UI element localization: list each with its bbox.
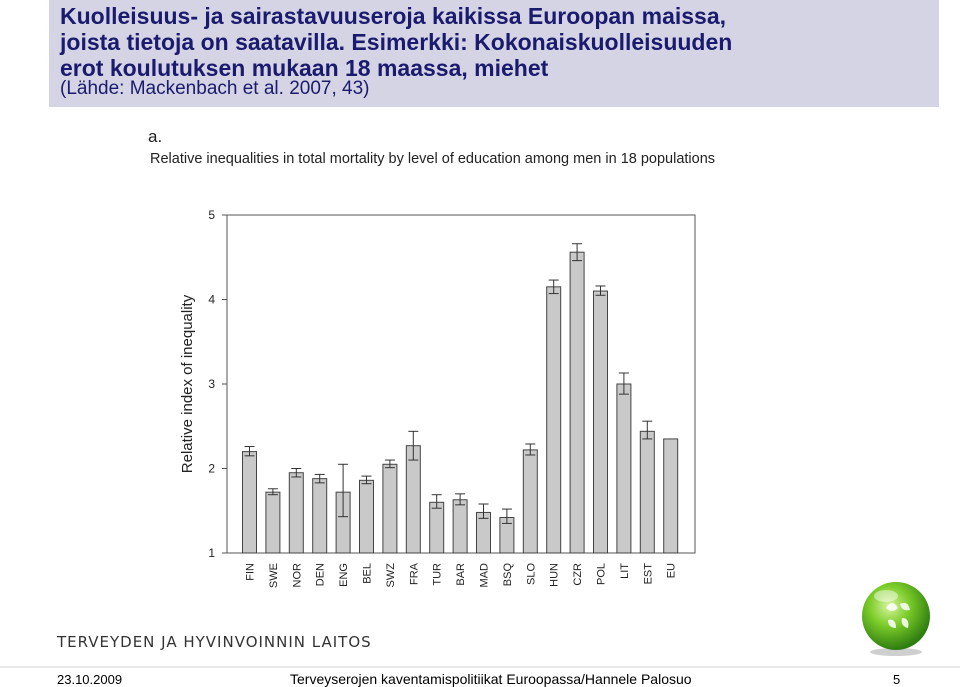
x-tick-label: CZR [572,563,584,586]
slide-title-line-2: joista tietoja on saatavilla. Esimerkki:… [60,29,733,55]
x-tick-label: BEL [362,563,374,584]
chart-title: Relative inequalities in total mortality… [150,151,715,167]
footer-text: Terveyserojen kaventamispolitiikat Euroo… [290,671,692,687]
bar-bel [359,479,374,554]
page-number: 5 [893,672,901,687]
bar-den [312,478,328,554]
y-tick-label: 1 [208,546,215,560]
y-tick-label: 2 [208,462,215,476]
bar-tur [429,501,445,554]
bar-bar [452,499,468,554]
x-tick-label: BAR [455,563,467,586]
y-tick-label: 4 [208,293,215,307]
x-tick-label: LIT [619,563,631,579]
organization-name: TERVEYDEN JA HYVINVOINNIN LAITOS [57,633,372,651]
bar-swe [265,491,281,554]
bar-fin [242,451,257,554]
bar-slo [522,449,538,554]
bar-eu [663,438,679,554]
plot-area: 1 2 3 4 5 FIN SWE NOR DEN ENG BEL SWZ FRA TUR BAR MAD BS… [208,208,696,588]
footer-divider [0,666,960,668]
slide-title-line-3: erot koulutuksen mukaan 18 maassa, miehe… [60,55,549,81]
x-tick-label: DEN [315,563,327,586]
x-tick-label: FRA [408,562,420,585]
y-tick-label: 3 [208,377,215,391]
x-tick-label: SWZ [385,563,397,588]
x-tick-label: BSQ [502,563,514,587]
x-tick-label: POL [596,563,608,585]
x-tick-label: SWE [268,563,280,588]
bar-est [639,430,655,554]
bar-nor [288,472,304,554]
footer-date: 23.10.2009 [57,672,123,687]
y-axis-label: Relative index of inequality [179,294,196,473]
x-tick-label: HUN [549,563,561,587]
x-tick-label: SLO [525,563,537,585]
x-tick-label: EU [666,563,678,578]
x-tick-label: EST [642,563,654,585]
bar-lit [616,383,632,554]
title-box: Kuolleisuus- ja sairastavuuseroja kaikis… [49,0,939,107]
bar-czr [569,251,585,554]
green-globe-icon [862,582,930,656]
y-tick-label: 5 [208,208,215,222]
slide-title-line-1: Kuolleisuus- ja sairastavuuseroja kaikis… [60,3,727,29]
source-citation: (Lähde: Mackenbach et al. 2007, 43) [60,78,370,99]
bar-pol [593,290,608,554]
x-tick-label: ENG [338,563,350,587]
bar-chart: a. Relative inequalities in total mortal… [148,127,715,588]
x-tick-label: TUR [432,563,444,586]
bar-hun [546,286,562,554]
footer-bar [0,668,960,687]
x-tick-label: NOR [291,563,303,588]
x-tick-label: FIN [245,563,257,581]
bar-swz [382,463,398,554]
bar-fra [405,445,421,554]
x-tick-label: MAD [479,563,491,588]
panel-label: a. [148,127,162,146]
